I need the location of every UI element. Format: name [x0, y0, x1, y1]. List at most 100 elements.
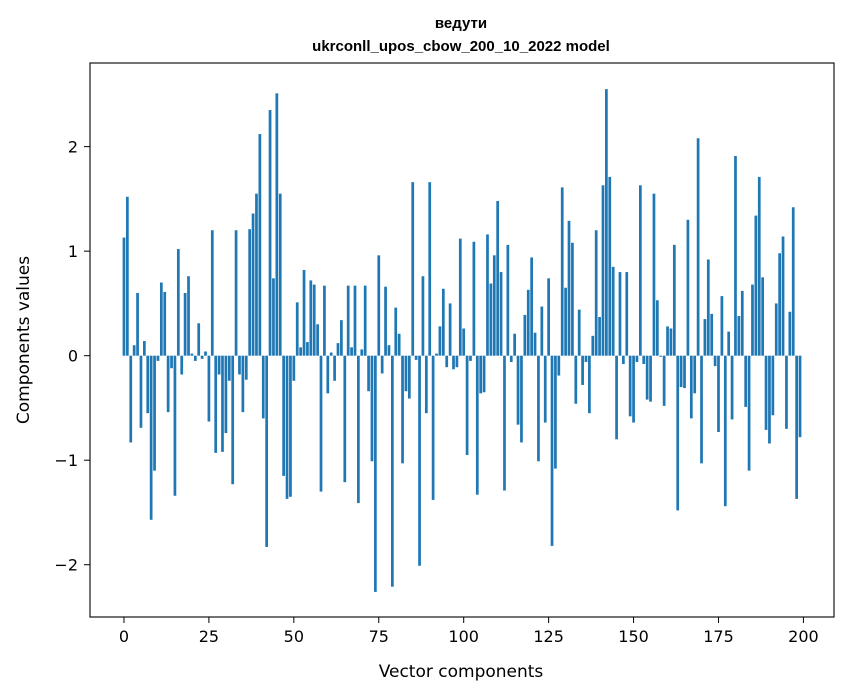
bar-4	[136, 292, 139, 356]
bar-180	[734, 156, 737, 356]
bar-76	[380, 355, 384, 374]
bar-189	[764, 355, 768, 430]
bar-17	[180, 355, 184, 375]
bar-174	[713, 355, 717, 367]
bar-32	[231, 355, 235, 485]
bar-130	[564, 287, 567, 356]
bar-154	[645, 355, 649, 400]
bar-101	[465, 355, 469, 455]
bar-198	[795, 355, 798, 499]
y-tick-label: 2	[68, 138, 78, 157]
bar-18	[183, 292, 187, 356]
bar-27	[214, 355, 218, 453]
bar-92	[435, 353, 438, 356]
chart-title: ведути	[435, 15, 487, 32]
bar-193	[778, 253, 781, 356]
bar-45	[275, 93, 279, 356]
bar-71	[363, 285, 367, 356]
bar-111	[499, 272, 503, 356]
bar-41	[261, 355, 265, 419]
bar-153	[642, 355, 646, 365]
bar-177	[723, 355, 727, 507]
bar-43	[268, 110, 272, 356]
bar-175	[717, 355, 720, 432]
y-tick-label: −1	[54, 451, 78, 470]
bar-5	[139, 355, 143, 428]
bar-190	[768, 355, 771, 444]
y-tick-label: −2	[54, 556, 78, 575]
bar-39	[255, 193, 258, 356]
bar-63	[336, 343, 340, 356]
bar-64	[340, 320, 343, 356]
bar-116	[516, 355, 520, 425]
bar-1	[126, 196, 129, 356]
bar-3	[132, 345, 136, 356]
bar-51	[295, 302, 299, 356]
bar-23	[200, 355, 204, 359]
bar-139	[594, 230, 598, 356]
bar-131	[567, 220, 571, 356]
bar-125	[547, 278, 550, 356]
bar-series	[122, 89, 802, 592]
x-axis: 0 25 50 75 100 125 150 175 200	[119, 617, 819, 646]
bar-12	[163, 291, 167, 356]
bar-66	[346, 285, 350, 356]
bar-113	[506, 244, 510, 356]
bar-75	[377, 255, 381, 356]
bar-182	[740, 290, 744, 356]
bar-9	[153, 355, 156, 471]
bar-31	[227, 355, 231, 381]
bar-168	[693, 355, 697, 394]
x-tick-label: 150	[618, 627, 649, 646]
bar-117	[520, 355, 523, 443]
bar-79	[391, 355, 394, 587]
bar-67	[350, 347, 353, 356]
bar-118	[523, 314, 527, 356]
bar-95	[445, 355, 449, 368]
bar-159	[662, 355, 666, 406]
bar-42	[265, 355, 269, 547]
bar-122	[537, 355, 540, 462]
bar-187	[757, 176, 761, 356]
bar-73	[370, 355, 374, 462]
bar-197	[791, 207, 795, 356]
bar-24	[204, 351, 207, 356]
bar-114	[509, 355, 513, 362]
bar-137	[588, 355, 591, 414]
bar-83	[404, 355, 408, 392]
bar-176	[720, 296, 724, 356]
bar-128	[557, 355, 561, 376]
bar-55	[309, 280, 313, 356]
bar-59	[323, 285, 326, 356]
x-tick-label: 100	[448, 627, 479, 646]
bar-7	[146, 355, 150, 414]
bar-184	[747, 355, 751, 471]
bar-85	[411, 182, 415, 356]
bar-8	[149, 355, 153, 520]
bar-89	[424, 355, 428, 414]
bar-87	[418, 355, 421, 566]
bar-65	[343, 355, 347, 483]
bar-134	[577, 309, 581, 356]
bar-112	[503, 355, 506, 491]
bar-62	[333, 355, 336, 381]
bar-14	[170, 355, 173, 369]
bar-40	[258, 134, 262, 356]
bar-80	[394, 307, 398, 356]
bar-192	[774, 303, 778, 356]
bar-152	[639, 185, 642, 356]
bar-99	[458, 238, 462, 356]
bar-194	[781, 236, 785, 356]
bar-151	[635, 355, 639, 362]
bar-68	[353, 285, 357, 356]
bar-54	[306, 342, 309, 356]
bar-185	[751, 284, 754, 356]
bar-49	[289, 355, 292, 497]
bar-88	[421, 276, 425, 356]
bar-167	[689, 355, 693, 419]
bar-52	[299, 347, 302, 356]
plot-frame	[89, 62, 835, 618]
bar-26	[210, 230, 214, 356]
bar-44	[272, 278, 275, 356]
